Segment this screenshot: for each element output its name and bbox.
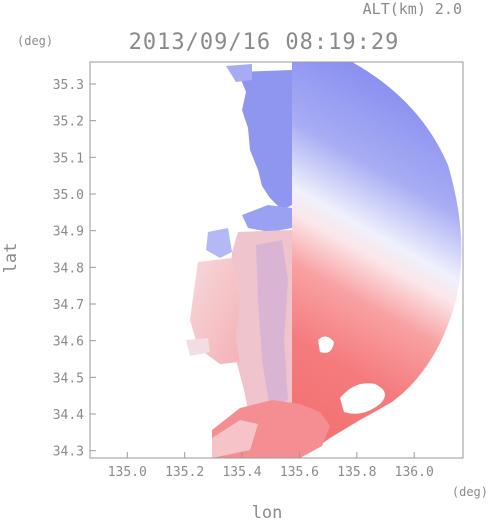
y-tick-label: 34.7 (53, 298, 84, 313)
echo-main-sector (292, 62, 462, 458)
timestamp-title: 2013/09/16 08:19:29 (129, 30, 400, 55)
x-tick-label: 135.8 (337, 465, 376, 480)
echo-gap-small (318, 336, 334, 353)
echo-gap (340, 383, 385, 414)
y-axis-ticks: 35.3 35.2 35.1 35.0 34.9 34.8 34.7 34.6 34.5 34.4… (53, 78, 96, 460)
y-tick-label: 34.8 (53, 261, 84, 276)
y-tick-label: 34.6 (53, 335, 84, 350)
plot-frame (89, 61, 464, 459)
echo-west-low (186, 338, 210, 356)
echo-south-pale (212, 420, 258, 458)
x-axis-label: lon (252, 503, 283, 521)
y-tick-label: 35.2 (53, 115, 84, 130)
echo-central-speckle (256, 240, 288, 410)
x-axis-ticks: 135.0 135.2 135.4 135.6 135.8 136.0 (108, 452, 434, 480)
echo-blue-strip (242, 205, 292, 232)
echo-north-blue (238, 70, 292, 210)
altitude-label: ALT(km) 2.0 (363, 0, 462, 18)
y-tick-label: 34.4 (53, 408, 84, 423)
y-unit-label: (deg) (17, 34, 53, 48)
x-tick-label: 135.6 (280, 465, 319, 480)
y-tick-label: 34.5 (53, 371, 84, 386)
x-tick-label: 136.0 (395, 465, 434, 480)
y-tick-label: 35.1 (53, 151, 84, 166)
y-tick-label: 34.9 (53, 225, 84, 240)
y-tick-label: 35.3 (53, 78, 84, 93)
y-tick-label: 34.3 (53, 445, 84, 460)
velocity-field (186, 62, 462, 458)
x-tick-label: 135.2 (165, 465, 204, 480)
echo-west-top (206, 228, 232, 258)
y-tick-label: 35.0 (53, 188, 84, 203)
echo-west-mid (190, 258, 240, 364)
x-unit-label: (deg) (452, 485, 488, 499)
echo-north-blue-left (226, 64, 252, 82)
y-axis-label: lat (1, 243, 21, 274)
x-tick-label: 135.0 (108, 465, 147, 480)
x-tick-label: 135.4 (222, 465, 261, 480)
